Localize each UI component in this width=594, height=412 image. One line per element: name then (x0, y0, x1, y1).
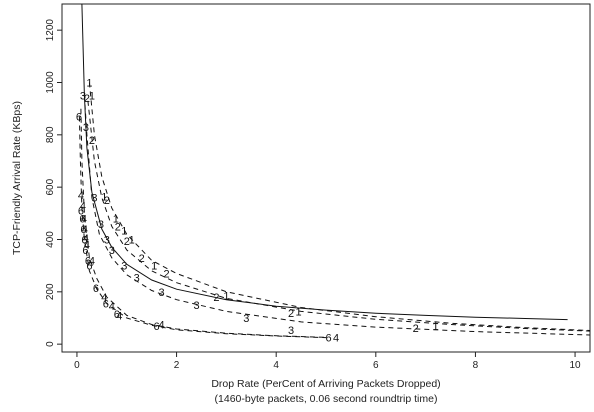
series-marker-4: 4 (333, 333, 339, 345)
x-axis-sublabel: (1460-byte packets, 0.06 second roundtri… (215, 393, 438, 405)
series-marker-4: 4 (101, 292, 107, 304)
x-tick-label: 10 (569, 360, 581, 371)
series-marker-3: 3 (91, 193, 97, 205)
series-marker-1: 1 (433, 321, 439, 333)
series-marker-1: 1 (89, 91, 95, 103)
y-tick-label: 800 (45, 126, 56, 143)
curves (78, 3, 591, 339)
series-marker-4: 4 (80, 201, 86, 213)
y-tick-label: 600 (45, 178, 56, 195)
series-marker-4: 4 (81, 214, 87, 226)
x-tick-label: 2 (174, 360, 180, 371)
series-marker-1: 1 (296, 306, 302, 318)
series-marker-2: 2 (89, 135, 95, 147)
series-marker-2: 2 (115, 221, 121, 233)
y-tick-label: 400 (45, 231, 56, 248)
x-tick-label: 4 (273, 360, 279, 371)
plot-frame (61, 3, 591, 353)
series-marker-6: 6 (86, 261, 92, 273)
series-marker-6: 6 (325, 333, 331, 345)
series-marker-3: 3 (83, 122, 89, 134)
series-marker-6: 6 (76, 112, 82, 124)
series-marker-6: 6 (81, 235, 87, 247)
y-axis-label: TCP-Friendly Arrival Rate (KBps) (11, 101, 23, 255)
series-marker-1: 1 (101, 191, 107, 203)
y-tick-label: 1000 (45, 71, 56, 94)
series-marker-2: 2 (104, 195, 110, 207)
series-marker-6: 6 (78, 206, 84, 218)
series-marker-6: 6 (154, 321, 160, 333)
series-marker-1: 1 (113, 214, 119, 226)
series-marker-4: 4 (83, 233, 89, 245)
y-tick-label: 0 (45, 341, 56, 347)
series-marker-3: 3 (121, 261, 127, 273)
series-marker-4: 4 (84, 240, 90, 252)
series-marker-6: 6 (103, 299, 109, 311)
series-marker-3: 3 (80, 91, 86, 103)
series-marker-4: 4 (109, 301, 115, 313)
series-marker-6: 6 (114, 309, 120, 321)
series-marker-3: 3 (109, 245, 115, 257)
series-marker-2: 2 (413, 323, 419, 335)
series-line-6 (78, 116, 327, 339)
series-marker-4: 4 (116, 310, 122, 322)
series-marker-2: 2 (164, 269, 170, 281)
series-marker-3: 3 (288, 325, 294, 337)
series-marker-4: 4 (78, 190, 84, 202)
series-marker-2: 2 (139, 253, 145, 265)
series-marker-6: 6 (85, 255, 91, 267)
series-marker-2: 2 (288, 308, 294, 320)
x-tick-label: 0 (74, 360, 80, 371)
series-marker-6: 6 (82, 245, 88, 257)
y-tick-label: 200 (45, 283, 56, 300)
series-line-2 (87, 100, 591, 332)
series-marker-1: 1 (223, 291, 229, 303)
series-marker-1: 1 (151, 261, 157, 273)
series-marker-4: 4 (89, 255, 95, 267)
series-marker-2: 2 (124, 236, 130, 248)
series-marker-6: 6 (80, 224, 86, 236)
series-marker-3: 3 (193, 300, 199, 312)
series-line-3 (83, 95, 591, 336)
y-tick-label: 1200 (45, 19, 56, 42)
series-marker-6: 6 (79, 214, 85, 226)
series-marker-4: 4 (82, 224, 88, 236)
series-marker-3: 3 (98, 219, 104, 231)
series-marker-3: 3 (104, 235, 110, 247)
x-axis-label: Drop Rate (PerCent of Arriving Packets D… (211, 378, 440, 390)
series-marker-2: 2 (84, 93, 90, 105)
x-tick-label: 6 (373, 360, 379, 371)
series-marker-1: 1 (86, 78, 92, 90)
series-marker-3: 3 (134, 272, 140, 284)
series-marker-1: 1 (121, 225, 127, 237)
series-marker-1: 1 (129, 235, 135, 247)
series-marker-3: 3 (159, 287, 165, 299)
series-marker-4: 4 (159, 320, 165, 332)
series-marker-3: 3 (243, 313, 249, 325)
series-marker-6: 6 (93, 283, 99, 295)
x-tick-label: 8 (473, 360, 479, 371)
series-marker-2: 2 (213, 292, 219, 304)
markers: 1111111111222222222233333333333344444444… (76, 78, 439, 345)
